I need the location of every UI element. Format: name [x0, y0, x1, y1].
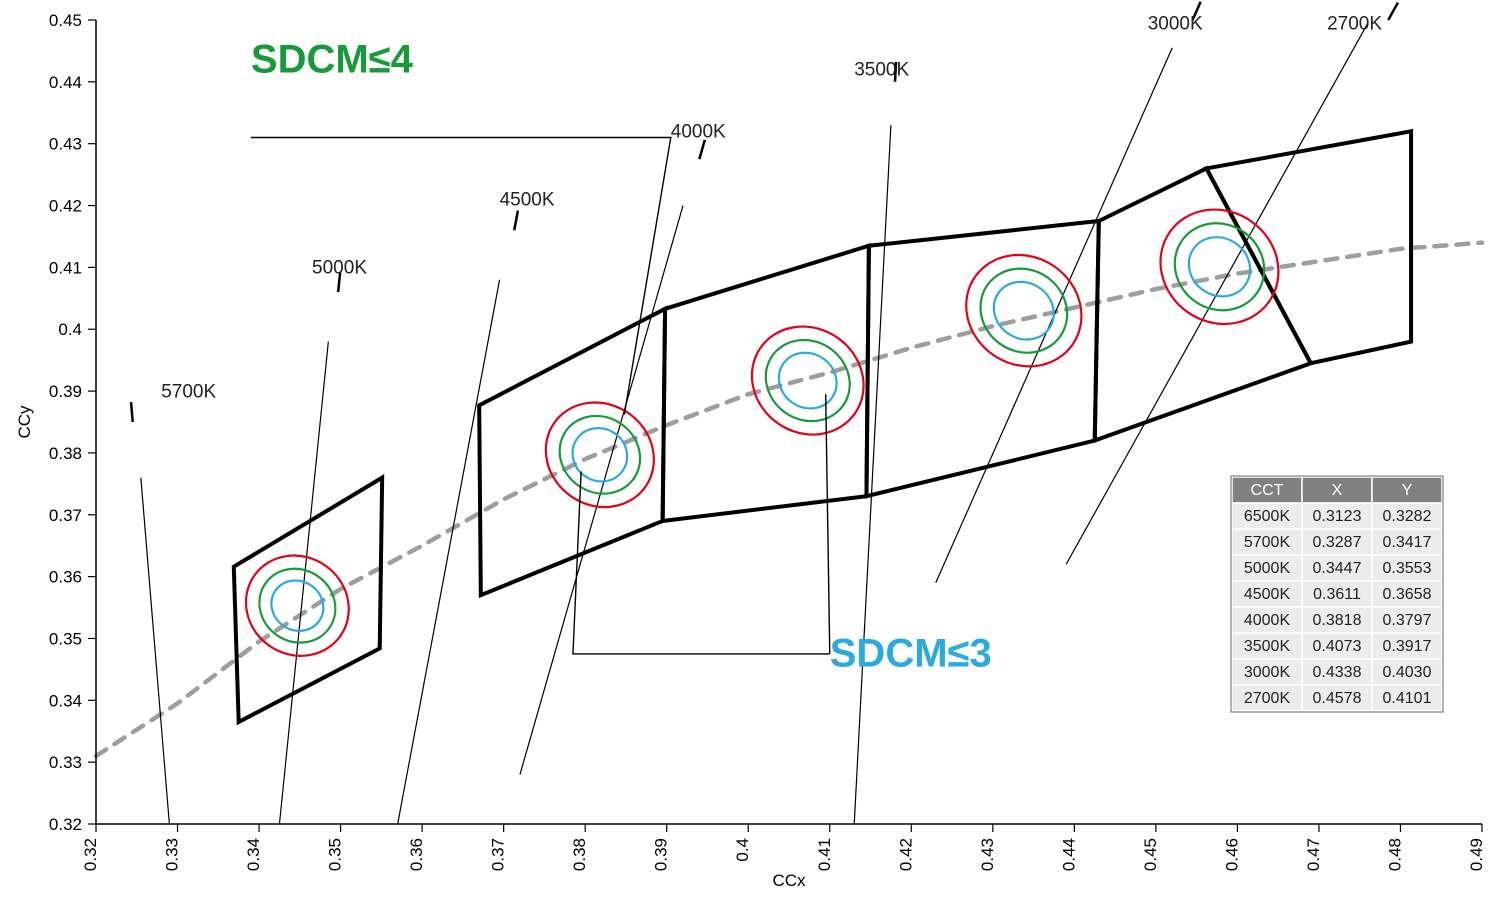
cct-label: 5700K [161, 381, 216, 402]
y-tick-label: 0.41 [49, 258, 82, 277]
x-tick-label: 0.34 [244, 838, 263, 871]
table-cell-text: 0.3797 [1383, 612, 1432, 629]
table-cell-text: 0.3553 [1383, 560, 1432, 577]
table-cell-text: 5000K [1244, 560, 1291, 577]
y-tick-label: 0.34 [49, 691, 82, 710]
cct-label: 5000K [312, 258, 367, 279]
x-tick-label: 0.36 [407, 838, 426, 871]
y-tick-label: 0.32 [49, 815, 82, 834]
cct-label: 2700K [1327, 13, 1382, 34]
table-cell-text: 2700K [1244, 690, 1291, 707]
y-tick-label: 0.33 [49, 753, 82, 772]
x-tick-label: 0.37 [489, 838, 508, 871]
x-tick-label: 0.42 [896, 838, 915, 871]
table-cell-text: 0.3818 [1313, 612, 1362, 629]
x-tick-label: 0.44 [1059, 838, 1078, 871]
x-tick-label: 0.33 [163, 838, 182, 871]
x-tick-label: 0.35 [326, 838, 345, 871]
x-tick-label: 0.41 [815, 838, 834, 871]
table-cell-text: 0.4101 [1383, 690, 1432, 707]
table-header-text: X [1332, 482, 1343, 499]
cct-dash-mark [131, 402, 133, 422]
x-tick-label: 0.39 [652, 838, 671, 871]
table-cell-text: 0.3123 [1313, 508, 1362, 525]
table-cell-text: 0.3417 [1383, 534, 1432, 551]
cct-label: 3500K [854, 60, 909, 81]
table-header-text: Y [1402, 482, 1413, 499]
table-cell-text: 3500K [1244, 638, 1291, 655]
table-cell-text: 0.3447 [1313, 560, 1362, 577]
table-cell-text: 0.3282 [1383, 508, 1432, 525]
table-cell-text: 4000K [1244, 612, 1291, 629]
y-tick-label: 0.44 [49, 73, 82, 92]
y-tick-label: 0.36 [49, 568, 82, 587]
table-cell-text: 0.4030 [1383, 664, 1432, 681]
y-tick-label: 0.43 [49, 135, 82, 154]
sdcm3-label: SDCM≤3 [830, 631, 992, 675]
x-tick-label: 0.45 [1141, 838, 1160, 871]
table-cell-text: 0.3917 [1383, 638, 1432, 655]
y-axis-label: CCy [15, 405, 34, 439]
y-tick-label: 0.37 [49, 506, 82, 525]
y-tick-label: 0.45 [49, 11, 82, 30]
x-tick-label: 0.49 [1467, 838, 1486, 871]
table-cell-text: 0.4073 [1313, 638, 1362, 655]
table-cell-text: 6500K [1244, 508, 1291, 525]
x-tick-label: 0.32 [81, 838, 100, 871]
table-cell-text: 0.4578 [1313, 690, 1362, 707]
y-tick-label: 0.42 [49, 197, 82, 216]
table-cell-text: 3000K [1244, 664, 1291, 681]
x-tick-label: 0.47 [1304, 838, 1323, 871]
x-tick-label: 0.4 [733, 838, 752, 862]
cct-table: CCT X Y 6500K 0.3123 0.3282 5700K 0.3287 0.3417 5… [1231, 476, 1443, 712]
table-cell-text: 0.3611 [1313, 586, 1361, 603]
cct-label: 3000K [1148, 13, 1203, 34]
x-axis-label: CCx [772, 871, 806, 890]
x-tick-label: 0.46 [1222, 838, 1241, 871]
x-tick-label: 0.38 [570, 838, 589, 871]
x-tick-label: 0.48 [1385, 838, 1404, 871]
y-tick-label: 0.38 [49, 444, 82, 463]
x-tick-label: 0.43 [978, 838, 997, 871]
y-tick-label: 0.4 [58, 320, 82, 339]
table-cell-text: 5700K [1244, 534, 1291, 551]
table-header-text: CCT [1251, 482, 1284, 499]
y-tick-label: 0.35 [49, 629, 82, 648]
chromaticity-chart: CCT X Y 6500K 0.3123 0.3282 5700K 0.3287 0.3417 5… [0, 0, 1500, 898]
chart-bg [0, 0, 1500, 898]
table-cell-text: 0.3287 [1313, 534, 1362, 551]
y-tick-label: 0.39 [49, 382, 82, 401]
table-cell-text: 0.3658 [1383, 586, 1432, 603]
table-cell-text: 4500K [1244, 586, 1291, 603]
table-cell-text: 0.4338 [1313, 664, 1362, 681]
sdcm4-label: SDCM≤4 [251, 38, 414, 82]
cct-label: 4500K [500, 190, 555, 211]
cct-label: 4000K [671, 122, 726, 143]
